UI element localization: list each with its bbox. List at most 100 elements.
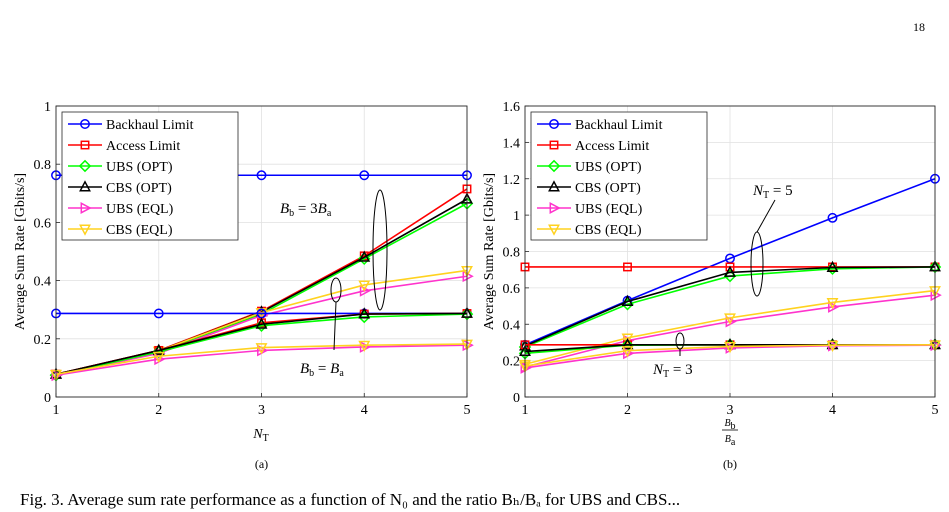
legend-marker [548, 180, 560, 192]
data-point-11-2 [255, 343, 268, 355]
y-tick-label: 0.8 [503, 246, 521, 261]
y-tick-label: 0.4 [503, 318, 521, 333]
y-tick-label: 1.6 [503, 100, 521, 115]
annotation-leader [756, 199, 776, 233]
data-point-3-2 [724, 265, 736, 277]
y-axis-label: Average Sum Rate [Gbits/s] [482, 173, 497, 330]
data-point-5-3 [358, 280, 371, 292]
legend-label: CBS (OPT) [575, 181, 641, 196]
series-line-10 [524, 344, 936, 367]
x-tick-label: 2 [155, 403, 162, 418]
data-point-0-3 [827, 212, 838, 223]
y-tick-label: 0.4 [34, 275, 52, 290]
y-tick-label: 0.2 [34, 333, 52, 348]
x-tick-label: 2 [624, 403, 631, 418]
series-line-9 [55, 312, 468, 376]
data-point-5-1 [621, 333, 634, 345]
legend-label: UBS (EQL) [106, 202, 174, 217]
annotation-bb-3ba: Bb = 3Ba [280, 201, 332, 219]
annotation-bb-ba: Bb = Ba [300, 361, 344, 379]
data-point-11-1 [152, 351, 165, 364]
panel-b: 1 2 3 4 5 0 0.2 0.4 0.6 0.8 1 1.2 1.4 1.6 Average Sum … [482, 100, 942, 471]
y-tick-label: 0.8 [34, 158, 52, 173]
series-line-11 [55, 343, 468, 376]
data-point-9-2 [255, 317, 268, 329]
x-tick-label: 3 [258, 403, 265, 418]
x-axis-label-denominator: Ba [725, 434, 736, 448]
y-tick-label: 1 [513, 209, 520, 224]
axes-frame [524, 105, 936, 398]
series-line-0 [524, 178, 936, 346]
legend-label: UBS (OPT) [106, 160, 173, 175]
legend-box [61, 111, 239, 241]
legend-marker [549, 119, 559, 129]
legend-label: Backhaul Limit [575, 118, 663, 133]
legend-marker [79, 180, 91, 192]
x-axis-label-numerator: Bb [724, 418, 735, 432]
page-number: 18 [913, 20, 925, 34]
data-point-5-2 [724, 313, 736, 325]
legend-marker [79, 224, 91, 236]
legend-label: CBS (EQL) [575, 223, 642, 238]
axes-frame [55, 105, 468, 398]
x-tick-label: 1 [53, 403, 60, 418]
legend-box [530, 111, 708, 241]
figure: 1 2 3 4 5 0 0.2 0.4 0.6 0.8 1 Average Sum Rate [Gbi… [13, 100, 942, 471]
y-tick-label: 1 [44, 100, 51, 115]
y-tick-label: 0.2 [503, 355, 521, 370]
legend-marker [78, 159, 92, 173]
legend-marker [80, 119, 90, 129]
data-point-1-1 [623, 262, 632, 272]
legend-marker [549, 140, 559, 150]
data-point-6-1 [153, 308, 164, 319]
data-point-10-1 [621, 346, 634, 358]
legend-label: CBS (OPT) [106, 181, 172, 196]
y-tick-label: 1.2 [503, 173, 521, 188]
y-tick-label: 0.6 [34, 216, 52, 231]
data-point-3-1 [621, 294, 634, 306]
annotation-leader [333, 301, 337, 351]
annotation-nt-3: NT = 3 [652, 362, 693, 380]
data-point-5-3 [826, 297, 839, 310]
data-point-10-2 [724, 341, 736, 354]
x-tick-label: 4 [829, 403, 836, 418]
panel-label: (b) [723, 457, 737, 471]
series-line-4 [55, 275, 468, 376]
y-tick-label: 0 [44, 391, 51, 406]
data-point-10-3 [826, 340, 839, 352]
series-line-8 [55, 313, 468, 376]
x-tick-label: 1 [522, 403, 529, 418]
data-point-9-1 [152, 343, 165, 355]
x-tick-label: 4 [361, 403, 368, 418]
panel-a: 1 2 3 4 5 0 0.2 0.4 0.6 0.8 1 Average Sum Rate [Gbi… [13, 100, 474, 471]
data-point-8-1 [621, 337, 634, 350]
legend-marker [548, 224, 560, 236]
x-tick-label: 5 [932, 403, 939, 418]
data-point-3-3 [358, 250, 371, 262]
legend-label: Backhaul Limit [106, 118, 194, 133]
legend-marker [80, 140, 90, 150]
data-point-3-3 [826, 260, 839, 272]
data-point-11-3 [358, 340, 371, 353]
bracket-ellipse [372, 189, 388, 311]
data-point-2-3 [357, 252, 371, 266]
x-tick-label: 3 [727, 403, 734, 418]
legend-label: Access Limit [575, 139, 649, 154]
x-axis-label: NT [252, 427, 268, 444]
legend-label: UBS (EQL) [575, 202, 643, 217]
series-line-10 [55, 344, 468, 376]
data-point-4-2 [725, 315, 737, 328]
legend-marker [80, 202, 92, 214]
annotation-nt-5: NT = 5 [752, 183, 793, 201]
data-point-9-3 [358, 307, 371, 319]
legend-label: UBS (OPT) [575, 160, 642, 175]
panel-label: (a) [255, 457, 268, 471]
data-point-0-2 [256, 170, 267, 181]
legend-label: Access Limit [106, 139, 180, 154]
y-tick-label: 0 [513, 391, 520, 406]
caption-fragment: Fig. 3. Average sum rate performance as … [20, 490, 681, 509]
x-tick-label: 5 [464, 403, 471, 418]
legend-marker [549, 202, 561, 214]
legend-marker [547, 159, 561, 173]
y-tick-label: 1.4 [503, 136, 521, 151]
